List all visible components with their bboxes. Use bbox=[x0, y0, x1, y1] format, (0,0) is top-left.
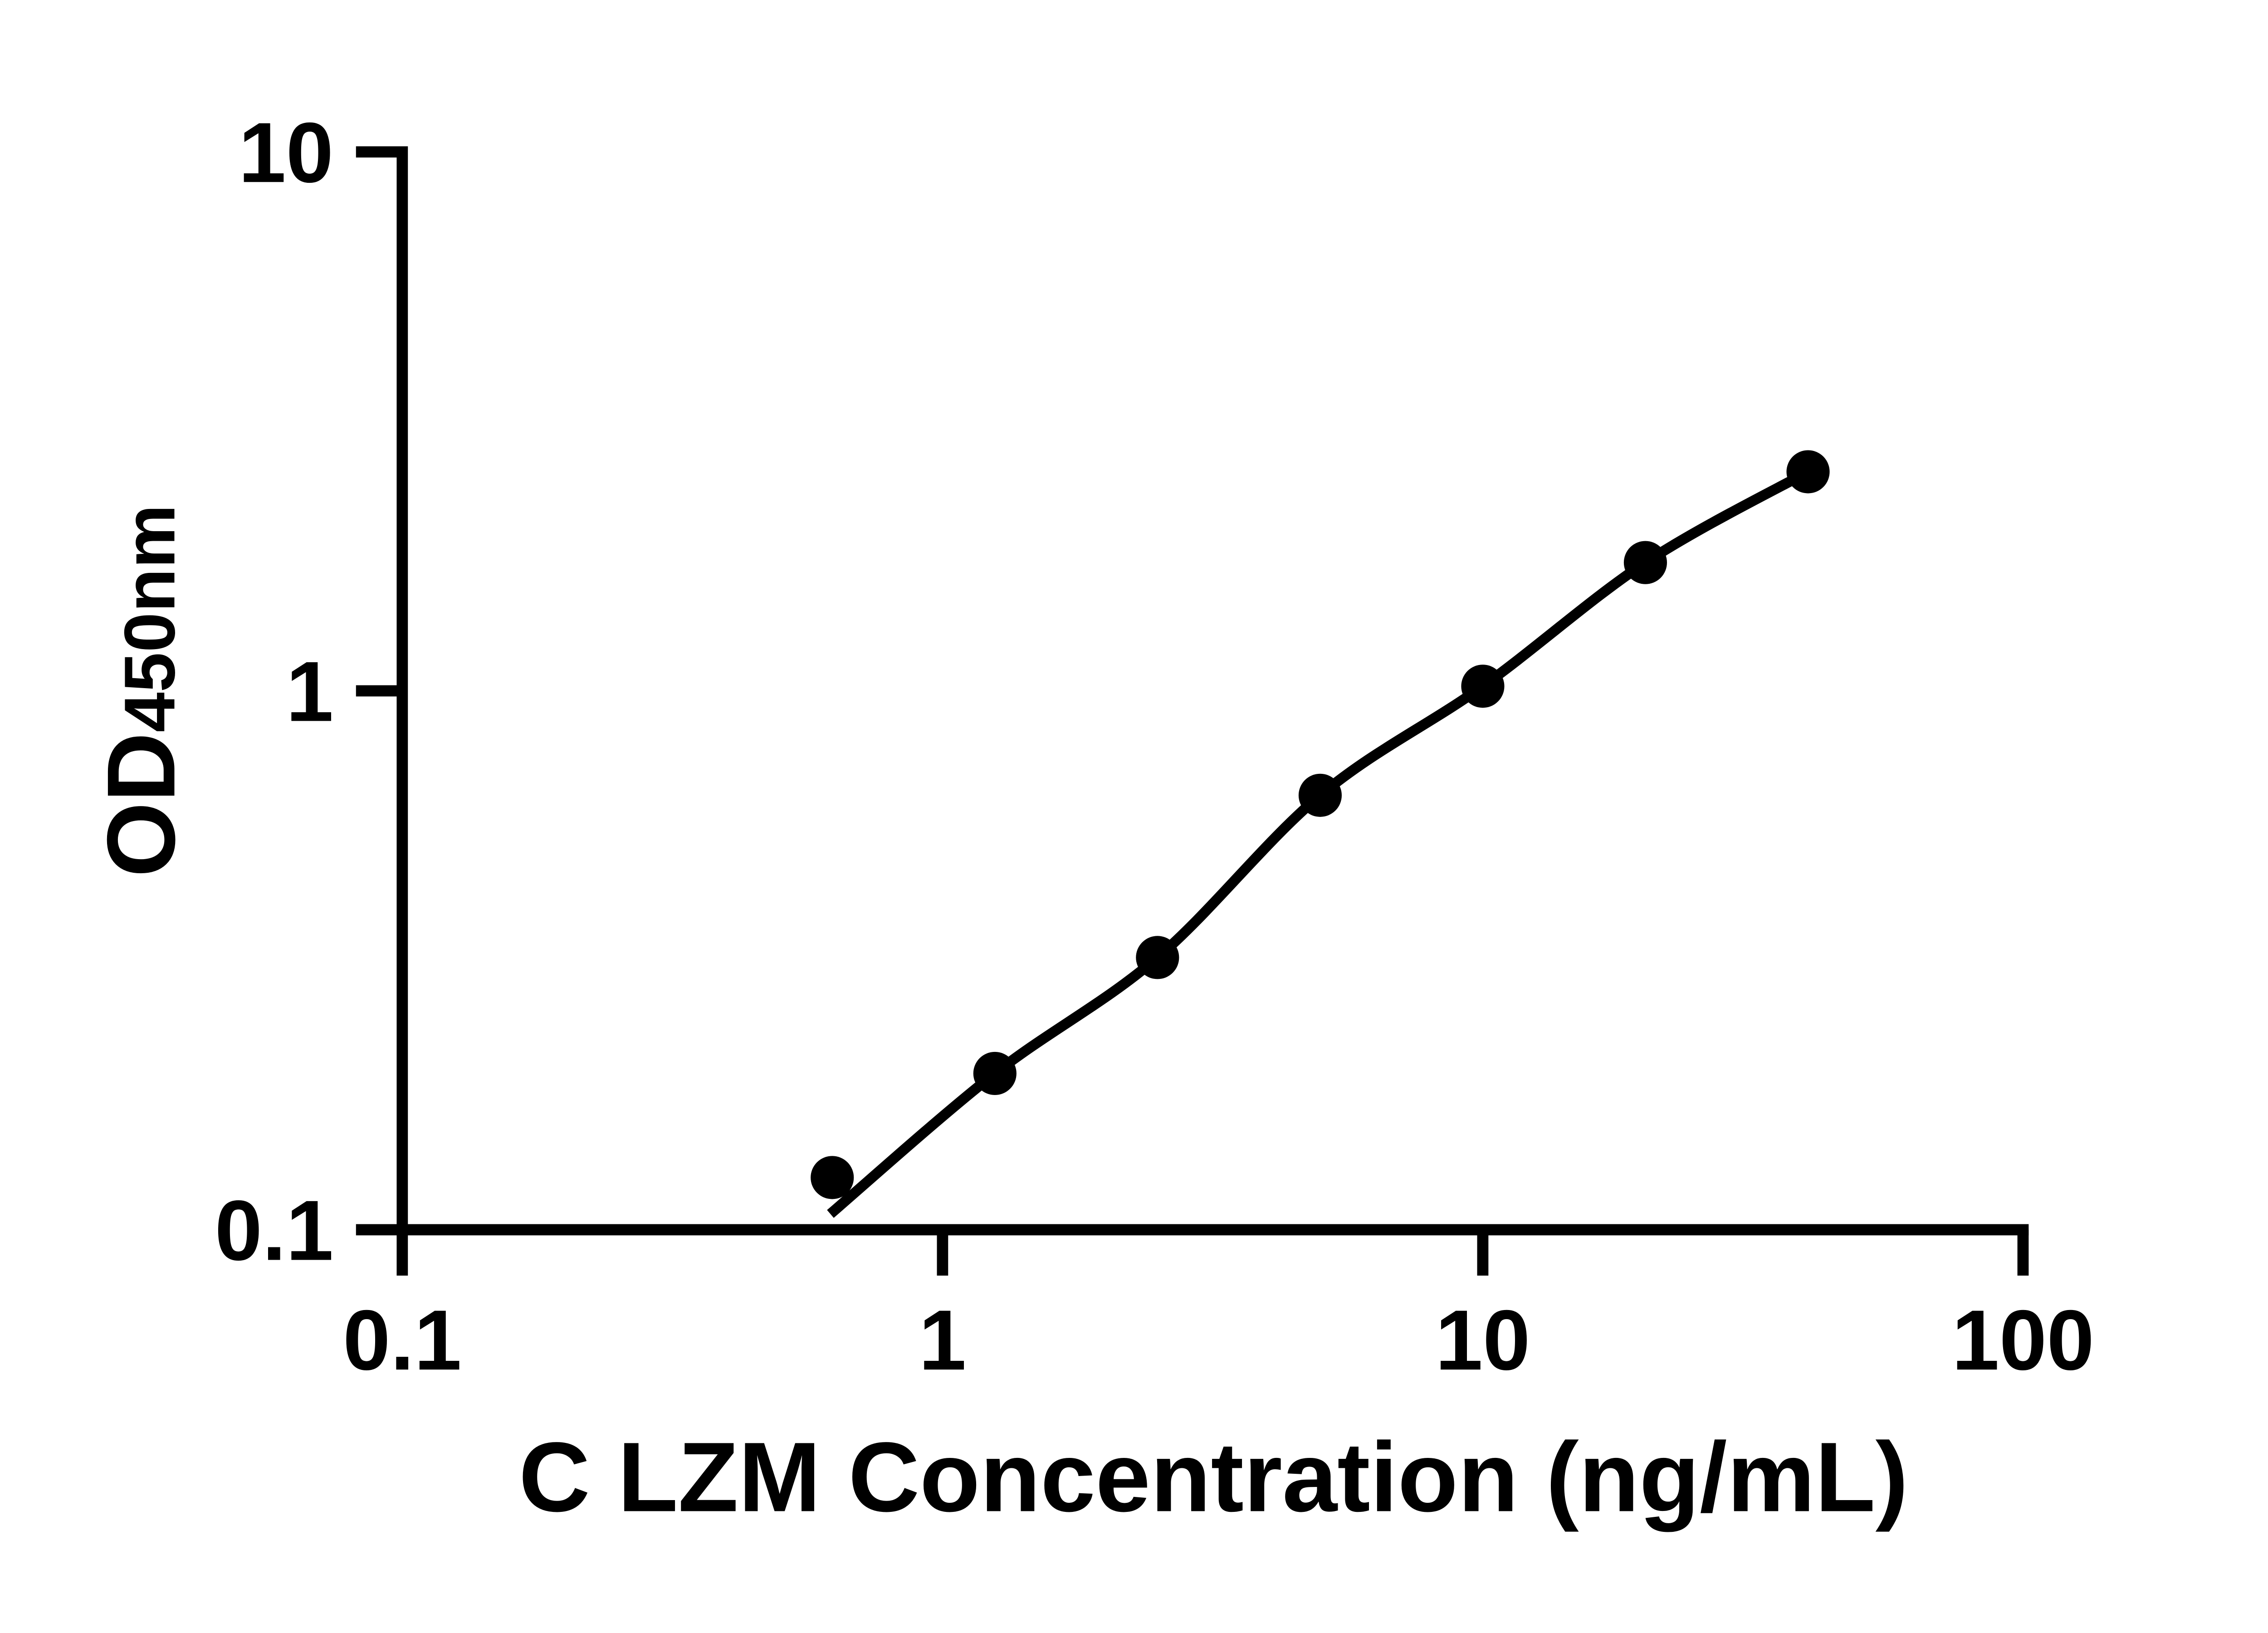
data-point bbox=[1136, 936, 1179, 979]
data-point bbox=[1298, 773, 1342, 817]
y-tick-label: 0.1 bbox=[215, 1183, 334, 1278]
y-tick-label: 10 bbox=[239, 105, 333, 200]
x-axis-title: C LZM Concentration (ng/mL) bbox=[519, 1422, 1909, 1532]
data-point bbox=[811, 1156, 854, 1199]
data-points bbox=[811, 450, 1830, 1199]
y-axis-title-main: OD bbox=[87, 732, 195, 877]
fit-curve bbox=[827, 467, 1811, 1218]
x-tick-label: 0.1 bbox=[343, 1292, 462, 1388]
data-point bbox=[1786, 450, 1830, 494]
x-tick-label: 1 bbox=[919, 1292, 967, 1388]
x-tick-label: 100 bbox=[1952, 1292, 2094, 1388]
y-axis-ticks bbox=[356, 146, 402, 1236]
data-point bbox=[1461, 665, 1505, 708]
data-point bbox=[973, 1051, 1017, 1095]
y-axis-title: OD450nm bbox=[87, 504, 195, 877]
data-point bbox=[1623, 541, 1667, 584]
x-axis-tick-labels: 0.1 1 10 100 bbox=[343, 1292, 2094, 1388]
y-tick-label: 1 bbox=[286, 644, 334, 739]
y-axis-title-subscript: 450nm bbox=[109, 504, 190, 732]
y-axis-tick-labels: 0.1 1 10 bbox=[215, 105, 334, 1278]
x-tick-label: 10 bbox=[1435, 1292, 1530, 1388]
x-axis-ticks bbox=[396, 1230, 2029, 1276]
